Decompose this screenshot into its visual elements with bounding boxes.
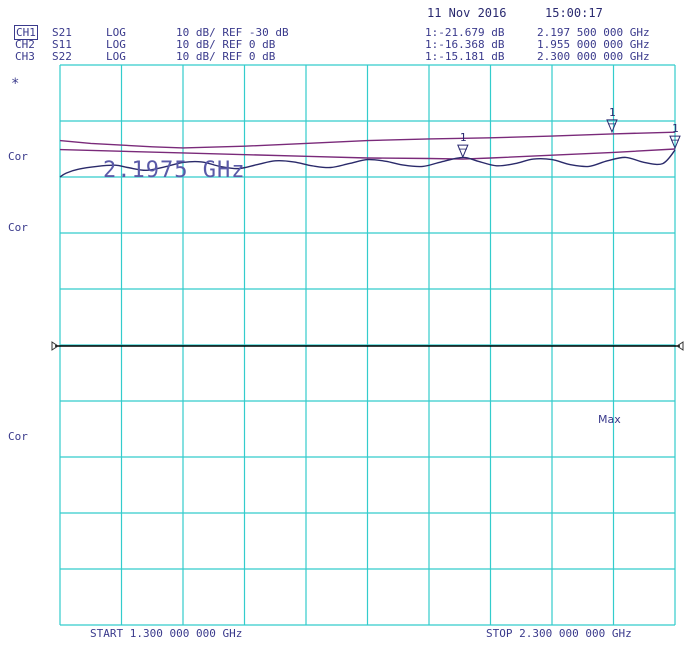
ch1-marker-value: 1:-21.679 dB	[425, 26, 505, 39]
cor-label-3: Cor	[8, 430, 28, 443]
marker-number: 1	[460, 131, 467, 144]
reference-right-arrow	[676, 341, 684, 351]
marker-number: 1	[672, 122, 679, 135]
ch2-marker-freq: 1.955 000 000 GHz	[537, 38, 650, 51]
ch2-id[interactable]: CH2	[15, 38, 35, 51]
star-indicator: *	[11, 76, 20, 92]
reference-left-arrow	[51, 341, 59, 351]
marker-frequency-readout: 2.1975 GHz	[103, 158, 246, 183]
ch2-format: LOG	[106, 38, 126, 51]
grid	[59, 64, 676, 626]
ch1-scale: 10 dB/ REF -30 dB	[176, 26, 289, 39]
trace-s21	[59, 131, 676, 149]
marker-triangle	[457, 144, 469, 159]
stop-frequency: STOP 2.300 000 000 GHz	[486, 627, 632, 640]
cor-label-2: Cor	[8, 221, 28, 234]
ch3-scale: 10 dB/ REF 0 dB	[176, 50, 276, 63]
marker-triangle	[669, 135, 681, 150]
ch1-marker-freq: 2.197 500 000 GHz	[537, 26, 650, 39]
ch3-marker-freq: 2.300 000 000 GHz	[537, 50, 650, 63]
start-frequency: START 1.300 000 000 GHz	[90, 627, 243, 640]
trace-s22	[59, 149, 676, 178]
ch2-marker-value: 1:-16.368 dB	[425, 38, 505, 51]
ch1-id[interactable]: CH1	[14, 25, 38, 40]
ch1-format: LOG	[106, 26, 126, 39]
trace-s11	[59, 148, 676, 160]
cor-label-1: Cor	[8, 150, 28, 163]
max-label: Max	[598, 413, 621, 426]
time: 15:00:17	[545, 6, 603, 20]
traces	[59, 131, 676, 178]
ch3-marker-value: 1:-15.181 dB	[425, 50, 505, 63]
marker-triangle	[606, 119, 618, 134]
ch2-param: S11	[52, 38, 72, 51]
ch3-param: S22	[52, 50, 72, 63]
ch1-param: S21	[52, 26, 72, 39]
ch3-format: LOG	[106, 50, 126, 63]
date: 11 Nov 2016	[427, 6, 507, 20]
markers: 1 1 1	[457, 106, 681, 159]
ch3-id[interactable]: CH3	[15, 50, 35, 63]
marker-number: 1	[609, 106, 616, 119]
ch2-scale: 10 dB/ REF 0 dB	[176, 38, 276, 51]
